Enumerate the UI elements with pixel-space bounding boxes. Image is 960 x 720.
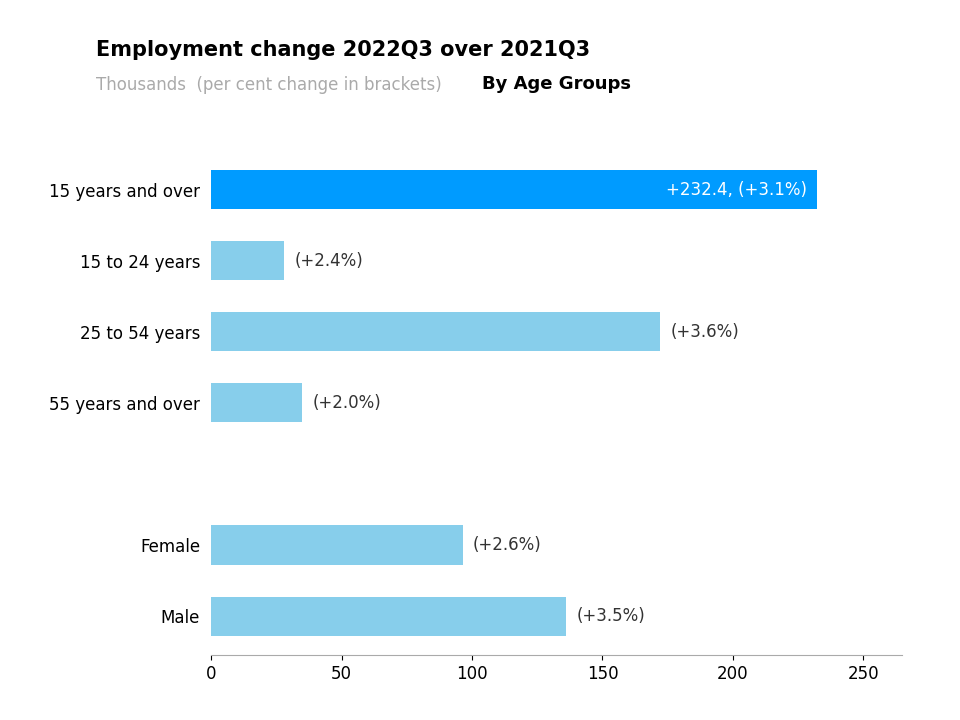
Text: (+2.6%): (+2.6%) xyxy=(473,536,541,554)
Text: (+3.6%): (+3.6%) xyxy=(670,323,739,341)
Text: (+2.0%): (+2.0%) xyxy=(313,394,382,412)
Bar xyxy=(211,526,463,564)
Text: By Age Groups: By Age Groups xyxy=(482,76,632,94)
Bar xyxy=(211,312,660,351)
Text: +232.4, (+3.1%): +232.4, (+3.1%) xyxy=(666,181,807,199)
Bar xyxy=(211,170,817,210)
Bar xyxy=(211,597,566,636)
Text: (+3.5%): (+3.5%) xyxy=(576,607,645,625)
Bar xyxy=(211,383,302,423)
Text: (+2.4%): (+2.4%) xyxy=(295,252,364,270)
Text: Employment change 2022Q3 over 2021Q3: Employment change 2022Q3 over 2021Q3 xyxy=(96,40,590,60)
Text: Thousands  (per cent change in brackets): Thousands (per cent change in brackets) xyxy=(96,76,442,94)
Bar xyxy=(211,241,284,280)
